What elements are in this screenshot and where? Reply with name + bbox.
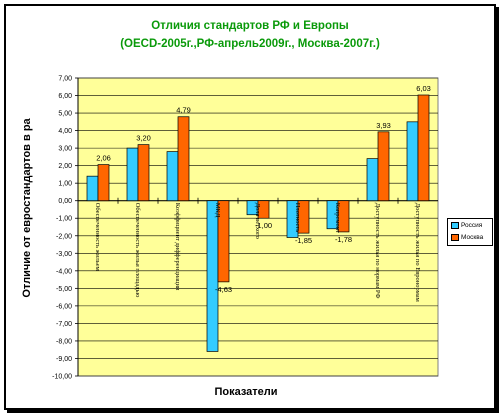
chart-subtitle: (OECD-2005г.,РФ-апрель2009г., Москва-200… bbox=[120, 38, 380, 50]
bar-moscow bbox=[337, 200, 350, 233]
bar-moscow bbox=[217, 200, 230, 283]
y-tick-label: -1,00 bbox=[56, 216, 72, 223]
data-label: -1,00 bbox=[255, 221, 272, 230]
y-tick-label: -8,00 bbox=[56, 338, 72, 345]
bar-moscow bbox=[137, 144, 150, 202]
y-tick-label: 6,00 bbox=[58, 93, 72, 100]
y-tick-label: 7,00 bbox=[58, 76, 72, 83]
data-label: 4,79 bbox=[176, 106, 191, 115]
category-label: Обеспеченность жильем bbox=[94, 203, 101, 271]
y-tick-label: -9,00 bbox=[56, 356, 72, 363]
legend-item-moscow: Москва bbox=[451, 234, 483, 241]
y-tick-label: 5,00 bbox=[58, 111, 72, 118]
y-tick-label: -2,00 bbox=[56, 233, 72, 240]
y-axis-label: Отличие от евростандартов в ра bbox=[21, 118, 33, 298]
legend-label-russia: Россия bbox=[461, 222, 483, 229]
y-tick-label: -7,00 bbox=[56, 321, 72, 328]
category-label: Коэффициент дифференциации bbox=[174, 203, 181, 291]
y-tick-label: 0,00 bbox=[58, 198, 72, 205]
y-tick-label: -6,00 bbox=[56, 303, 72, 310]
chart-title: Отличия стандартов РФ и Европы bbox=[151, 20, 349, 32]
y-tick-label: -5,00 bbox=[56, 286, 72, 293]
legend-swatch-moscow bbox=[451, 234, 459, 241]
category-label: Доступность жилья по нормам РФ bbox=[374, 203, 381, 299]
x-axis-label: Показатели bbox=[214, 386, 278, 398]
bar-russia bbox=[366, 158, 379, 202]
bar-russia bbox=[406, 121, 419, 202]
data-label: -4,63 bbox=[215, 285, 232, 294]
bar-moscow bbox=[377, 131, 390, 202]
legend-swatch-russia bbox=[451, 222, 459, 229]
data-label: -1,85 bbox=[295, 236, 312, 245]
y-tick-label: 1,00 bbox=[58, 181, 72, 188]
data-label: 2,06 bbox=[96, 154, 111, 163]
chart-frame: Отличия стандартов РФ и Европы (OECD-200… bbox=[4, 4, 496, 410]
category-label: Капремонт bbox=[334, 203, 341, 234]
legend-label-moscow: Москва bbox=[461, 234, 484, 241]
bar-russia bbox=[166, 151, 179, 202]
bar-moscow bbox=[177, 116, 190, 202]
bar-moscow bbox=[257, 200, 270, 219]
bar-russia bbox=[86, 175, 99, 202]
y-tick-label: 3,00 bbox=[58, 146, 72, 153]
bar-moscow bbox=[297, 200, 310, 234]
plot-area bbox=[77, 77, 439, 377]
category-label: Обеспеченность жилья площадью bbox=[134, 203, 141, 298]
data-label: 6,03 bbox=[416, 84, 431, 93]
category-label: МКД bbox=[214, 203, 221, 218]
y-tick-label: 2,00 bbox=[58, 163, 72, 170]
chart-canvas: 7,00 6,00 5,00 4,00 3,00 2,00 1,00 0,00 -1,00 -2,… bbox=[52, 76, 439, 381]
y-tick-label: -4,00 bbox=[56, 268, 72, 275]
legend-item-russia: Россия bbox=[451, 222, 482, 229]
y-tick-label: -3,00 bbox=[56, 251, 72, 258]
category-label: Доступность жилья по Евронормам bbox=[414, 203, 421, 302]
bar-moscow bbox=[417, 94, 430, 202]
bar-russia bbox=[206, 200, 219, 352]
y-tick-label: 4,00 bbox=[58, 128, 72, 135]
bar-russia bbox=[126, 147, 139, 202]
category-label: Плотность bbox=[294, 203, 301, 233]
y-tick-label: -10,00 bbox=[52, 374, 72, 381]
bar-moscow bbox=[97, 164, 110, 202]
legend: Россия Москва bbox=[447, 218, 493, 246]
data-label: -1,78 bbox=[335, 235, 352, 244]
data-label: 3,93 bbox=[376, 121, 391, 130]
data-label: 3,20 bbox=[136, 134, 151, 143]
category-label: Доля ветхого bbox=[254, 203, 261, 239]
